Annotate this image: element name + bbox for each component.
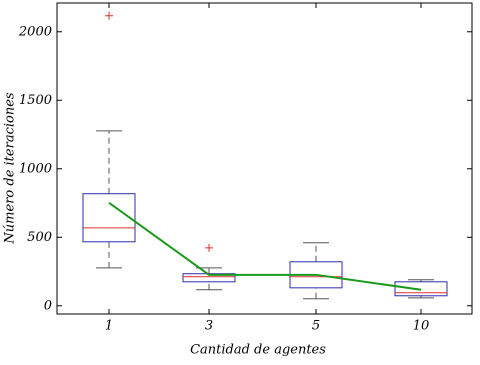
- plot-frame: [56, 2, 473, 315]
- mean-line: [108, 201, 422, 291]
- y-tick-label: 2000: [18, 24, 52, 39]
- y-tick-label: 1500: [19, 93, 52, 108]
- y-tick-label: 0: [44, 298, 52, 313]
- y-tick-label: 500: [27, 230, 52, 245]
- y-tick-label: 1000: [19, 161, 52, 176]
- outlier: [205, 243, 213, 252]
- box: [82, 193, 136, 243]
- box: [394, 281, 448, 297]
- outlier: [105, 11, 113, 20]
- x-tick-label: 1: [105, 319, 113, 334]
- x-tick-label: 5: [312, 319, 320, 334]
- x-tick-label: 10: [413, 319, 430, 334]
- y-axis-label: Número de iteraciones: [3, 92, 18, 244]
- x-axis-label: Cantidad de agentes: [190, 343, 326, 358]
- x-tick-label: 3: [205, 319, 213, 334]
